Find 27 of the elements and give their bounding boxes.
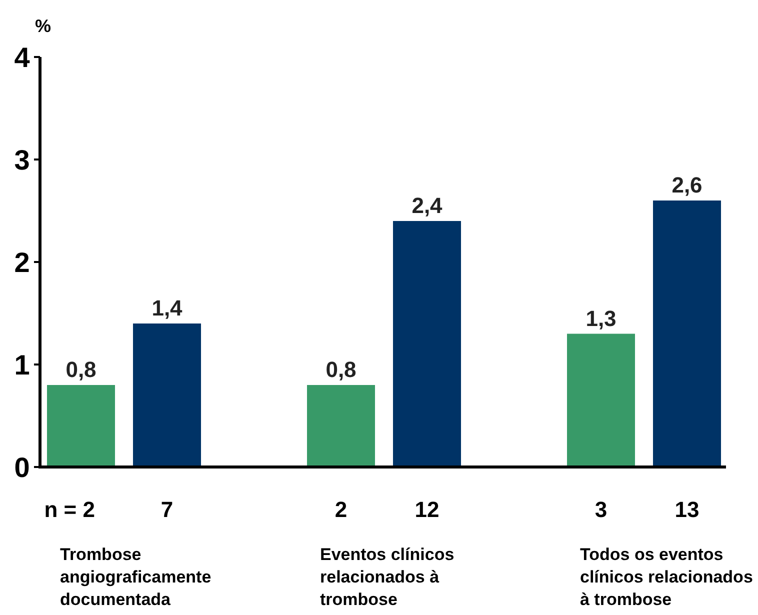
bar [47, 385, 115, 467]
text: 3 [594, 497, 608, 522]
data-label: 0,8 [66, 357, 96, 382]
y-tick-label: 4 [14, 42, 30, 74]
text: 2 [334, 497, 348, 522]
text: 13 [674, 497, 700, 522]
y-tick-label: 0 [14, 452, 30, 484]
y-tick-label: 3 [14, 144, 30, 176]
y-tick-label: 1 [14, 350, 30, 381]
y-axis-title: % [34, 16, 52, 36]
bar [133, 324, 201, 467]
data-label: 2,6 [672, 172, 702, 198]
bar [653, 200, 721, 467]
bar [307, 385, 375, 467]
bar [567, 334, 635, 467]
data-label: 1,3 [586, 306, 616, 331]
text: n = 2 [44, 497, 95, 522]
text: 12 [414, 497, 440, 522]
x-tick-label: Trombose angiograficamente documentada [60, 545, 212, 609]
data-label: 1,4 [152, 296, 184, 320]
text: 7 [160, 497, 174, 522]
y-tick-label: 2 [14, 247, 30, 278]
bar [393, 221, 461, 467]
x-tick-label: Eventos clínicos relacionados à trombose [320, 545, 454, 609]
data-label: 0,8 [326, 357, 356, 382]
data-label: 2,4 [412, 193, 444, 218]
x-tick-label: Todos os eventos clínicos relacionados à trombose [580, 545, 753, 609]
